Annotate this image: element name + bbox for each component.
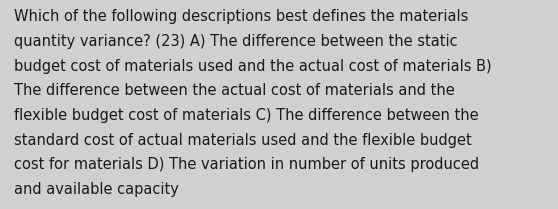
Text: and available capacity: and available capacity — [14, 182, 179, 197]
Text: cost for materials D) The variation in number of units produced: cost for materials D) The variation in n… — [14, 157, 479, 172]
Text: flexible budget cost of materials C) The difference between the: flexible budget cost of materials C) The… — [14, 108, 479, 123]
Text: The difference between the actual cost of materials and the: The difference between the actual cost o… — [14, 83, 455, 98]
Text: budget cost of materials used and the actual cost of materials B): budget cost of materials used and the ac… — [14, 59, 492, 74]
Text: standard cost of actual materials used and the flexible budget: standard cost of actual materials used a… — [14, 133, 472, 148]
Text: quantity variance? (23) A) The difference between the static: quantity variance? (23) A) The differenc… — [14, 34, 458, 49]
Text: Which of the following descriptions best defines the materials: Which of the following descriptions best… — [14, 9, 468, 24]
